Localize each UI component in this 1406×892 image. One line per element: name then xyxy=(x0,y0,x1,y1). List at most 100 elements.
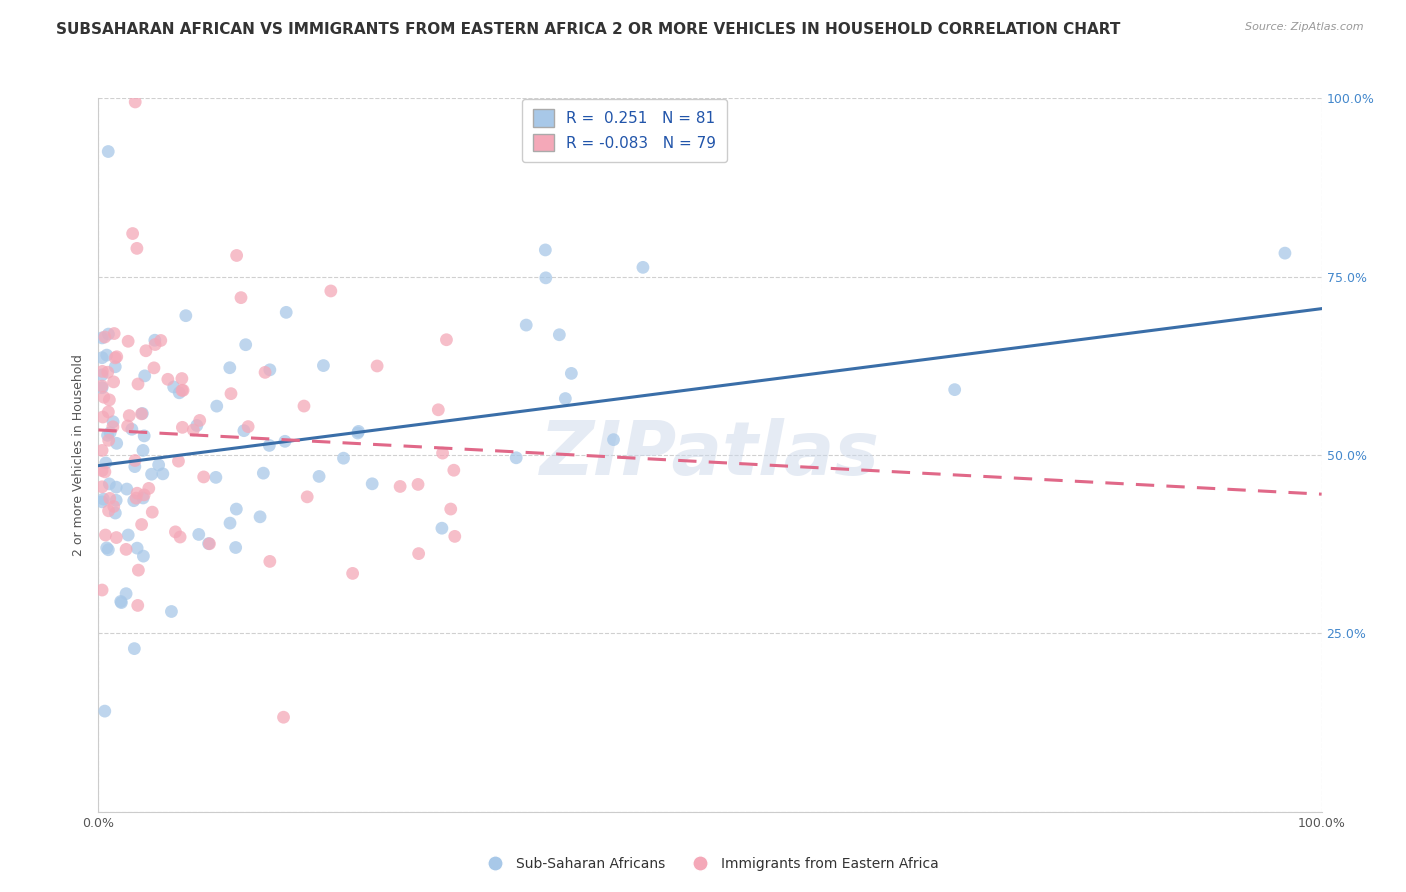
Point xyxy=(430,521,453,535)
Point xyxy=(97,405,120,419)
Point xyxy=(97,365,120,379)
Point xyxy=(548,327,571,342)
Point xyxy=(101,419,124,434)
Point xyxy=(94,456,117,470)
Legend: Sub-Saharan Africans, Immigrants from Eastern Africa: Sub-Saharan Africans, Immigrants from Ea… xyxy=(475,851,945,876)
Point xyxy=(134,429,156,443)
Point xyxy=(172,420,194,434)
Point xyxy=(91,443,114,458)
Point xyxy=(193,470,215,484)
Point xyxy=(127,376,149,391)
Point xyxy=(505,450,527,465)
Point xyxy=(134,488,156,502)
Point xyxy=(105,493,128,508)
Point xyxy=(225,248,247,262)
Point xyxy=(110,594,132,608)
Point xyxy=(97,434,120,448)
Point xyxy=(169,385,191,400)
Point xyxy=(169,530,191,544)
Point xyxy=(408,547,430,561)
Point xyxy=(101,415,124,429)
Y-axis label: 2 or more Vehicles in Household: 2 or more Vehicles in Household xyxy=(72,354,86,556)
Point xyxy=(534,270,557,285)
Point xyxy=(160,605,183,619)
Point xyxy=(163,380,186,394)
Point xyxy=(91,379,114,393)
Point xyxy=(347,425,370,439)
Point xyxy=(602,433,624,447)
Point xyxy=(172,384,194,398)
Point xyxy=(124,453,146,467)
Point xyxy=(254,365,277,379)
Point xyxy=(94,465,117,479)
Point xyxy=(127,599,149,613)
Point xyxy=(259,438,281,452)
Point xyxy=(143,333,166,347)
Point xyxy=(124,641,146,656)
Point xyxy=(436,333,458,347)
Point xyxy=(427,402,450,417)
Point xyxy=(132,549,155,563)
Point xyxy=(91,381,114,395)
Point xyxy=(124,459,146,474)
Point xyxy=(225,541,247,555)
Point xyxy=(219,386,242,401)
Point xyxy=(943,383,966,397)
Point xyxy=(312,359,335,373)
Point xyxy=(97,504,120,518)
Point xyxy=(117,528,139,542)
Point xyxy=(443,529,465,543)
Point xyxy=(93,492,115,507)
Point xyxy=(148,458,170,472)
Point xyxy=(560,367,582,381)
Point xyxy=(122,493,145,508)
Point xyxy=(104,351,127,365)
Point xyxy=(97,428,120,442)
Point xyxy=(181,423,204,437)
Point xyxy=(295,490,318,504)
Point xyxy=(91,582,114,597)
Point xyxy=(105,350,128,364)
Point xyxy=(346,425,368,440)
Point xyxy=(97,327,120,342)
Point xyxy=(143,360,166,375)
Point xyxy=(292,399,315,413)
Point xyxy=(131,517,153,532)
Point xyxy=(91,331,114,345)
Point xyxy=(389,479,412,493)
Point xyxy=(118,409,141,423)
Point xyxy=(97,542,120,557)
Text: Source: ZipAtlas.com: Source: ZipAtlas.com xyxy=(1246,22,1364,32)
Point xyxy=(96,348,118,362)
Point xyxy=(259,554,281,568)
Point xyxy=(132,491,155,505)
Point xyxy=(187,527,209,541)
Point xyxy=(143,337,166,351)
Text: ZIPatlas: ZIPatlas xyxy=(540,418,880,491)
Point xyxy=(105,480,128,494)
Point xyxy=(117,334,139,349)
Point xyxy=(131,407,153,421)
Point xyxy=(235,337,257,351)
Point xyxy=(127,486,149,500)
Point xyxy=(198,537,221,551)
Point xyxy=(98,476,121,491)
Point xyxy=(124,95,146,109)
Point xyxy=(342,566,364,581)
Point xyxy=(188,413,211,427)
Point xyxy=(205,470,228,484)
Text: SUBSAHARAN AFRICAN VS IMMIGRANTS FROM EASTERN AFRICA 2 OR MORE VEHICLES IN HOUSE: SUBSAHARAN AFRICAN VS IMMIGRANTS FROM EA… xyxy=(56,22,1121,37)
Point xyxy=(94,704,117,718)
Point xyxy=(138,482,160,496)
Point xyxy=(319,284,342,298)
Point xyxy=(440,502,463,516)
Point xyxy=(167,454,190,468)
Point xyxy=(156,372,179,386)
Point xyxy=(197,536,219,550)
Point xyxy=(110,596,132,610)
Point xyxy=(105,531,128,545)
Point xyxy=(91,410,114,425)
Point xyxy=(91,351,114,365)
Point xyxy=(165,524,187,539)
Point xyxy=(115,482,138,496)
